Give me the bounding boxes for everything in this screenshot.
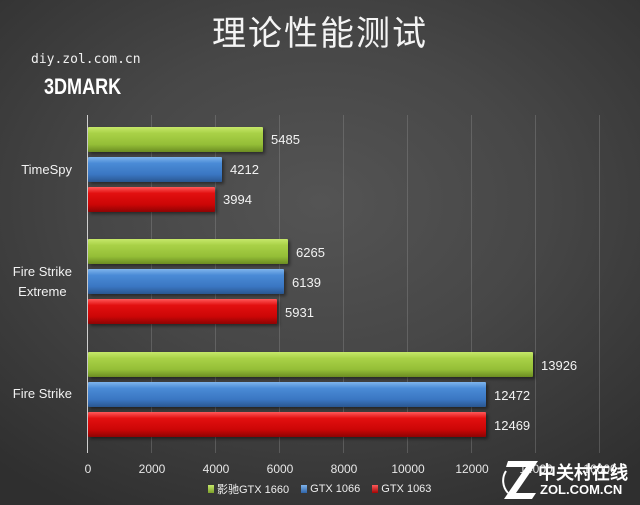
bar-timespy-gtx1066	[88, 157, 222, 182]
gridline	[535, 115, 536, 453]
legend-swatch-blue	[301, 485, 308, 493]
bar-fse-gtx1063	[88, 299, 277, 324]
watermark-cn: 中关村在线	[538, 463, 628, 484]
benchmark-label: 3DMARK	[44, 74, 122, 99]
legend-swatch-green	[208, 485, 214, 493]
bar-fse-gtx1660	[88, 239, 288, 264]
x-tick-label: 10000	[391, 462, 425, 476]
legend-swatch-red	[372, 485, 379, 493]
value-label: 5485	[271, 132, 300, 147]
y-axis-line	[87, 115, 88, 453]
zol-watermark: 中关村在线 ZOL.COM.CN	[500, 455, 640, 505]
bar-timespy-gtx1660	[88, 127, 263, 152]
value-label: 5931	[285, 305, 314, 320]
x-tick-label: 8000	[330, 462, 358, 476]
gridline	[343, 115, 344, 453]
value-label: 12472	[494, 388, 531, 403]
x-tick-label: 4000	[202, 462, 230, 476]
value-label: 3994	[223, 192, 252, 207]
chart-title: 理论性能测试	[212, 14, 428, 54]
legend-item-gtx1066: GTX 1066	[301, 481, 360, 497]
x-tick-label: 16000	[583, 462, 617, 476]
category-label-timespy: TimeSpy	[21, 162, 72, 177]
value-label: 6265	[296, 245, 325, 260]
bar-fs-gtx1660	[88, 352, 533, 377]
bar-fs-gtx1063	[88, 412, 486, 437]
legend-item-gtx1660: 影驰GTX 1660	[208, 481, 289, 497]
bar-fs-gtx1066	[88, 382, 486, 407]
zol-logo-icon	[502, 461, 538, 499]
legend-item-gtx1063: GTX 1063	[372, 481, 431, 497]
x-tick-label: 2000	[138, 462, 166, 476]
value-label: 4212	[230, 162, 259, 177]
bar-fse-gtx1066	[88, 269, 284, 294]
x-tick-label: 6000	[266, 462, 294, 476]
watermark-en: ZOL.COM.CN	[540, 482, 623, 497]
bar-timespy-gtx1063	[88, 187, 215, 212]
value-label: 6139	[292, 275, 321, 290]
category-label-fire-strike: Fire Strike	[12, 386, 72, 401]
value-label: 13926	[541, 358, 578, 373]
site-url: diy.zol.com.cn	[31, 52, 141, 67]
gridline	[471, 115, 472, 453]
x-tick-label: 12000	[455, 462, 489, 476]
gridline	[407, 115, 408, 453]
gridline	[599, 115, 600, 453]
x-tick-label: 0	[84, 462, 92, 476]
chart-legend: 影驰GTX 1660 GTX 1066 GTX 1063	[208, 481, 431, 497]
value-label: 12469	[494, 418, 531, 433]
category-label-fire-strike-extreme: Fire Strike Extreme	[12, 264, 72, 299]
